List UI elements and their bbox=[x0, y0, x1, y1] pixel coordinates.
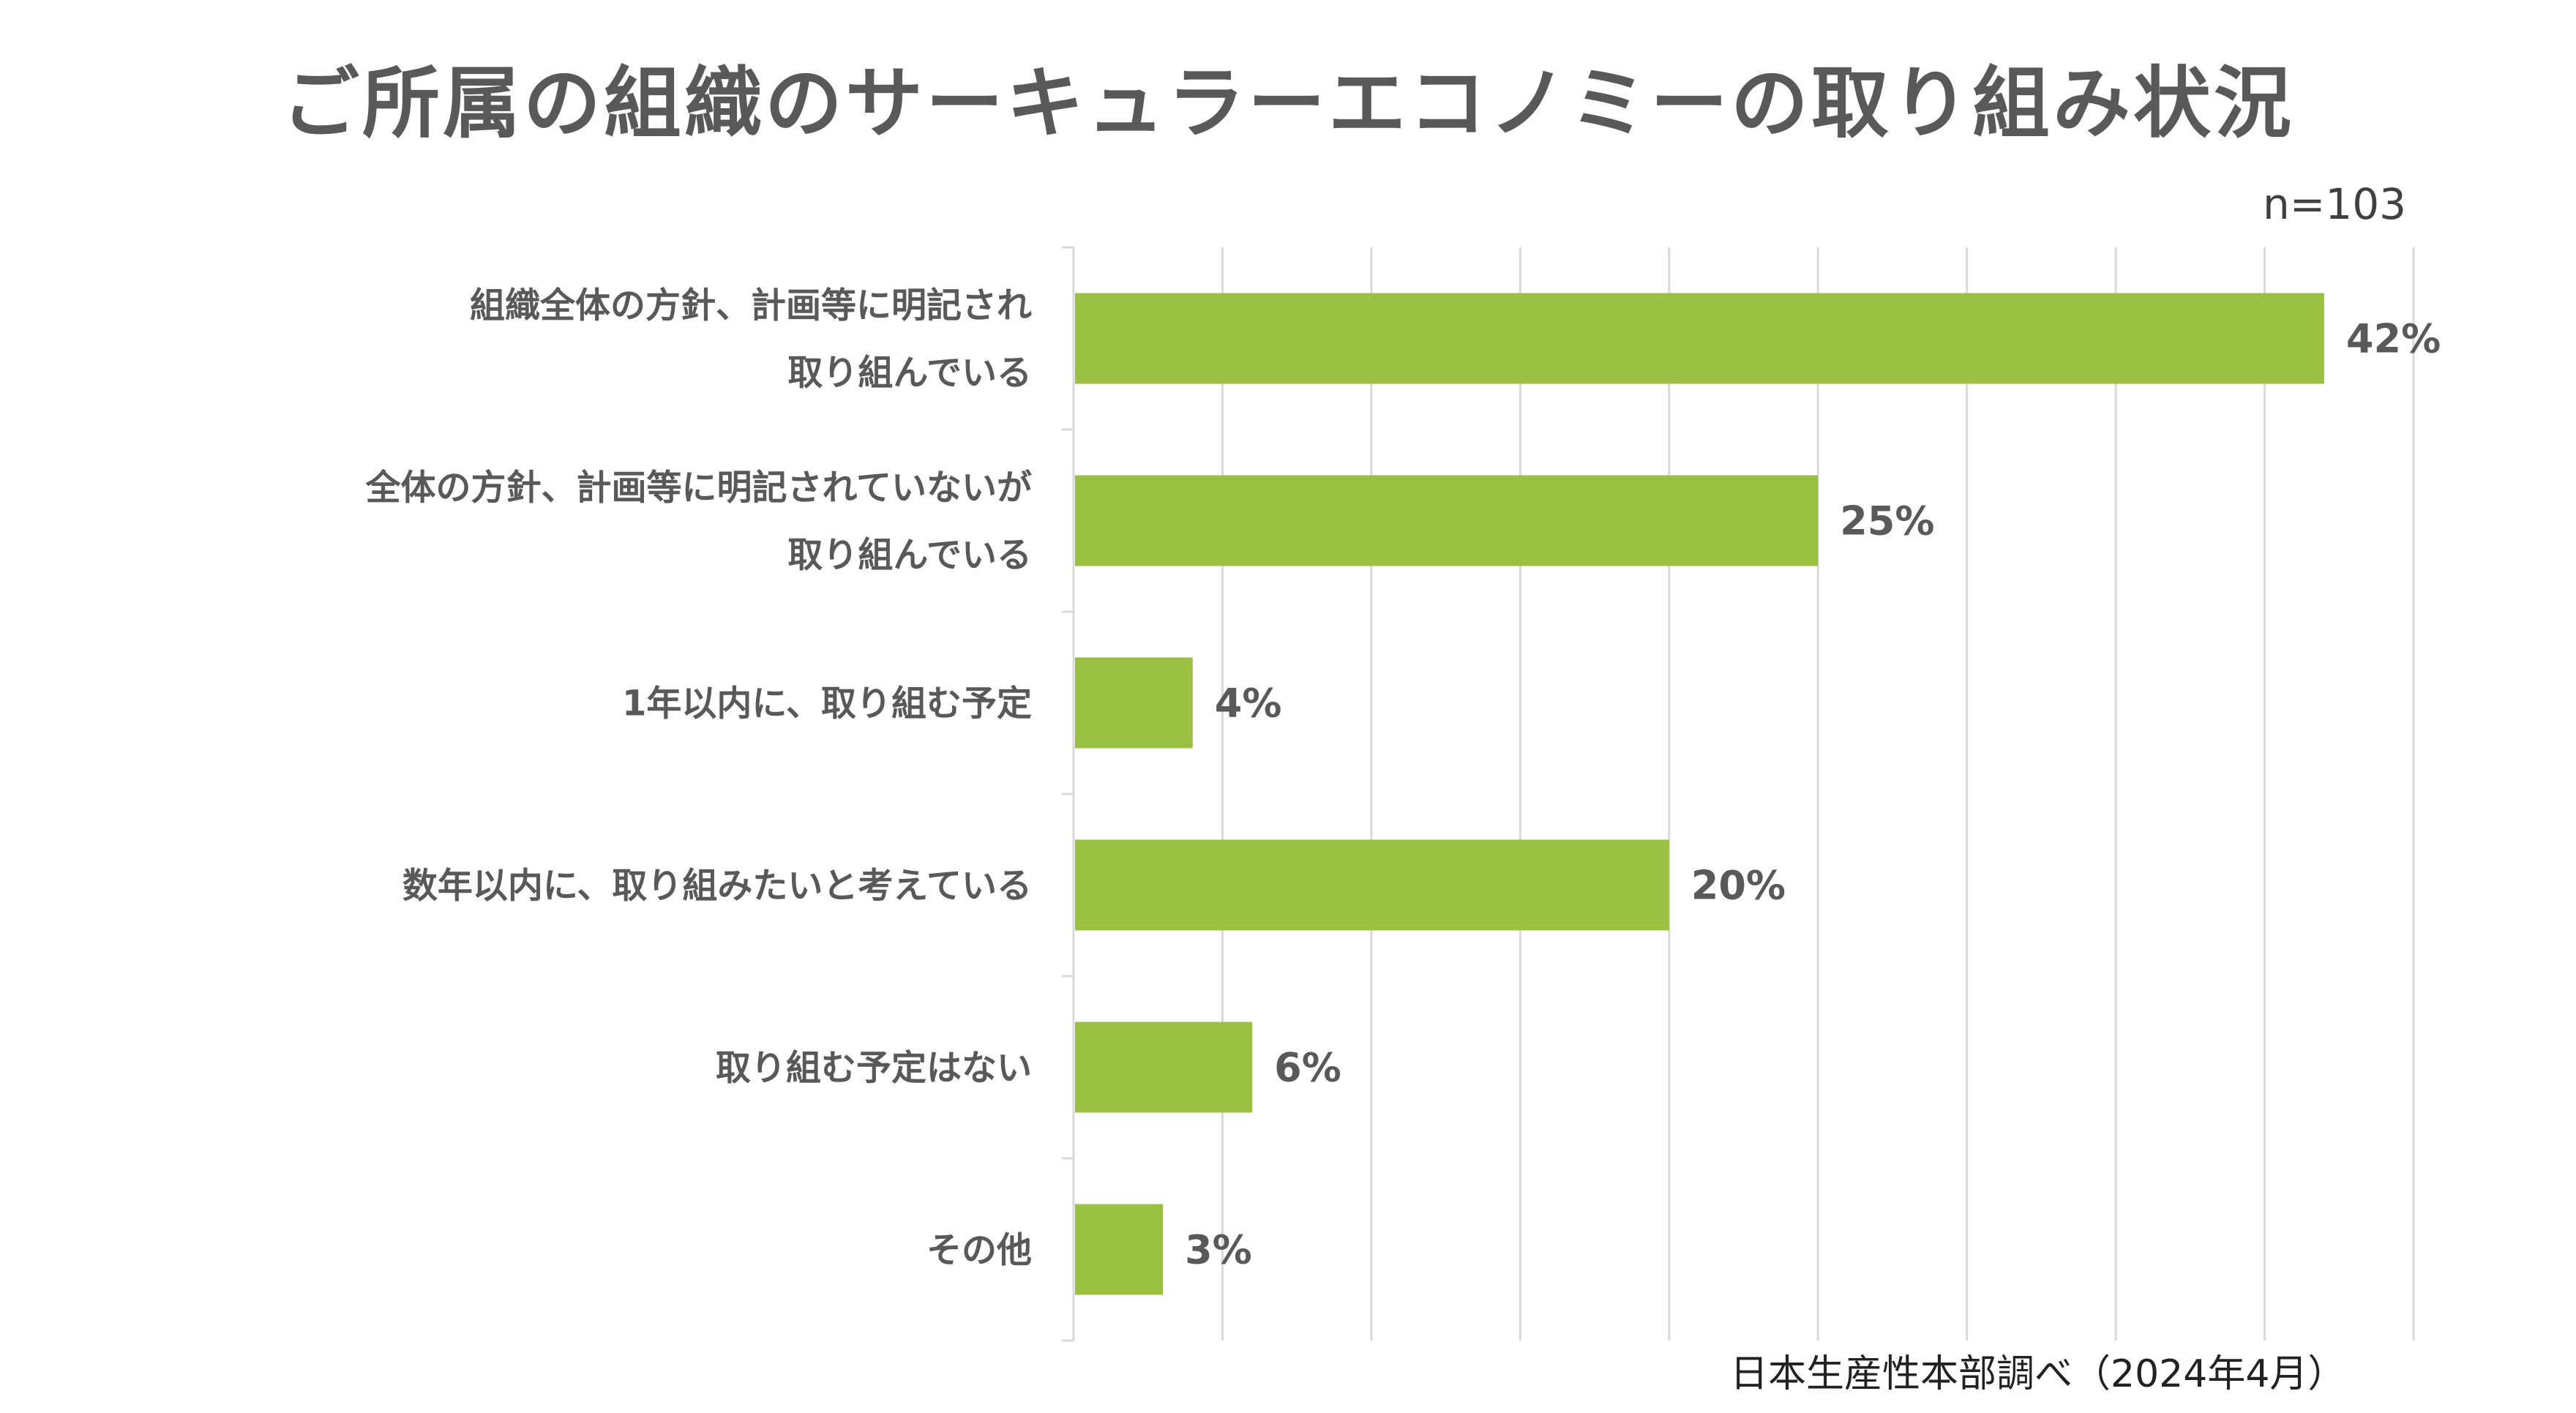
bar bbox=[1075, 1204, 1164, 1295]
category-label: 取り組んでいる bbox=[787, 535, 1032, 576]
data-label: 4% bbox=[1215, 681, 1282, 727]
source-note: 日本生産性本部調べ（2024年4月） bbox=[1730, 1352, 2346, 1396]
chart-title: ご所属の組織のサーキュラーエコノミーの取り組み状況 bbox=[282, 59, 2294, 149]
bar bbox=[1075, 1022, 1253, 1113]
data-label: 20% bbox=[1691, 863, 1786, 909]
data-label: 3% bbox=[1185, 1227, 1252, 1273]
bar bbox=[1075, 839, 1669, 931]
category-label: 取り組む予定はない bbox=[716, 1048, 1032, 1089]
data-label: 6% bbox=[1274, 1045, 1341, 1091]
category-label: 組織全体の方針、計画等に明記され bbox=[470, 285, 1032, 326]
data-label: 25% bbox=[1840, 498, 1934, 544]
category-label: 全体の方針、計画等に明記されていないが bbox=[364, 468, 1032, 509]
category-label: その他 bbox=[926, 1230, 1032, 1271]
category-label: 取り組んでいる bbox=[787, 353, 1032, 394]
data-label: 42% bbox=[2346, 316, 2441, 362]
category-label: 1年以内に、取り組む予定 bbox=[622, 683, 1032, 724]
bar bbox=[1075, 475, 1819, 566]
sample-size-label: n=103 bbox=[2262, 179, 2406, 229]
bar bbox=[1075, 657, 1193, 749]
category-label: 数年以内に、取り組みたいと考えている bbox=[402, 866, 1032, 907]
bar bbox=[1075, 293, 2324, 384]
